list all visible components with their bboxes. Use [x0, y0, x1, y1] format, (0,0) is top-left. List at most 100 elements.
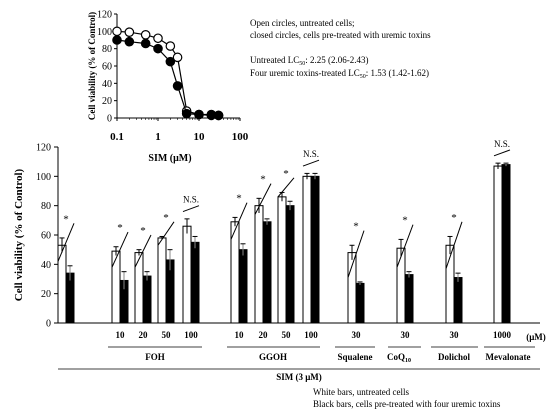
concentration-label: 10 [116, 330, 126, 340]
significance-asterisk: * [451, 212, 457, 224]
inset-point-treated [140, 38, 151, 49]
bar-black [310, 175, 320, 324]
inset-x-tick-label: 100 [232, 131, 249, 143]
concentration-label: 50 [162, 330, 172, 340]
legend-white-bars: White bars, untreated cells [313, 387, 409, 397]
inset-y-tick-label: 0 [107, 114, 112, 125]
significance-asterisk: * [260, 174, 266, 186]
legend-black-bars: Black bars, cells pre-treated with four … [313, 399, 501, 409]
inset-chart: 0 20 40 60 80 100 120 0.1 1 10 100 SIM (μM) Cell … [87, 10, 431, 165]
main-y-tick-label: 120 [36, 143, 51, 154]
bar-black [190, 241, 200, 324]
significance-line [157, 221, 175, 246]
bar-white [347, 252, 357, 324]
inset-lc50-treated: Four uremic toxins-treated LC50: 1.53 (1… [250, 68, 429, 80]
main-y-ticks: 0 20 40 60 80 100 120 [36, 143, 58, 330]
concentration-label: 20 [259, 330, 269, 340]
inset-x-tick-label: 0.1 [110, 131, 124, 143]
concentration-label: 100 [184, 330, 198, 340]
main-y-tick-label: 80 [41, 201, 51, 212]
concentration-label: 30 [401, 330, 411, 340]
inset-point-treated [153, 43, 163, 54]
significance-line [347, 230, 365, 278]
not-significant-label: N.S. [303, 149, 319, 159]
inset-point-treated [165, 56, 176, 67]
inset-x-axis-title: SIM (μM) [148, 153, 191, 164]
inset-series [112, 26, 224, 121]
bar-white [396, 247, 406, 324]
significance-line [396, 224, 414, 268]
significance-line [302, 159, 320, 167]
not-significant-label: N.S. [183, 195, 199, 205]
inset-point-untreated [124, 27, 135, 37]
inset-x-ticks: 0.1 1 10 100 [110, 118, 249, 143]
significance-asterisk: * [140, 225, 146, 237]
significance-asterisk: * [402, 215, 408, 227]
bar-white [111, 250, 121, 324]
bar-white [302, 175, 312, 324]
main-y-tick-label: 60 [41, 231, 51, 242]
significance-asterisk: * [236, 193, 242, 205]
sim-label: SIM (3 μM) [276, 372, 322, 382]
significance-line [57, 223, 75, 262]
inset-x-tick-label: 10 [194, 131, 206, 143]
concentration-label: 30 [352, 330, 362, 340]
significance-line [134, 234, 152, 268]
bar-black [65, 272, 75, 324]
coq10-label: CoQ10 [387, 352, 411, 364]
bar-white [57, 244, 67, 324]
inset-y-tick-label: 60 [102, 62, 112, 73]
significance-line [111, 231, 129, 268]
concentration-label: 10 [235, 330, 245, 340]
inset-line-treated [116, 39, 219, 117]
main-y-tick-label: 0 [46, 319, 51, 330]
bar-black [238, 249, 248, 324]
inset-y-axis-title: Cell viability (% of Control) [87, 12, 97, 120]
inset-point-untreated [172, 52, 183, 63]
significance-line [254, 183, 272, 215]
mevalonate-label: Mevalonate [486, 352, 531, 362]
inset-y-ticks: 0 20 40 60 80 100 120 [97, 10, 117, 125]
bar-black [453, 277, 463, 324]
bar-black [262, 221, 272, 324]
inset-point-treated [181, 108, 192, 119]
main-chart: 0 20 40 60 80 100 120 * * * * N.S. * * * N.S. * * * N.S. 1… [13, 139, 546, 409]
significance-asterisk: * [353, 221, 359, 233]
inset-point-treated [172, 81, 183, 91]
concentration-label: 50 [282, 330, 292, 340]
bar-black [501, 164, 511, 324]
bar-white [254, 205, 264, 324]
bar-black [285, 205, 295, 324]
inset-x-tick-label: 1 [155, 131, 161, 143]
concentration-label: 20 [139, 330, 149, 340]
foh-label: FOH [145, 352, 165, 362]
significance-asterisk: * [283, 168, 289, 180]
main-y-tick-label: 20 [41, 289, 51, 300]
main-y-tick-label: 100 [36, 172, 51, 183]
inset-lc50-untreated: Untreated LC50: 2.25 (2.06-2.43) [250, 55, 368, 67]
inset-point-treated [213, 110, 224, 121]
concentration-label: 1000 [493, 330, 512, 340]
concentration-label: 100 [304, 330, 318, 340]
bar-white [277, 196, 287, 324]
main-y-tick-label: 40 [41, 260, 51, 271]
bar-black [404, 274, 414, 324]
inset-y-tick-label: 40 [102, 79, 112, 90]
inset-point-treated [112, 35, 122, 45]
bar-white [182, 225, 192, 324]
inset-y-tick-label: 120 [97, 10, 112, 21]
significance-line [277, 177, 295, 198]
inset-note-line-1: Open circles, untreated cells; [250, 18, 354, 28]
inset-point-treated [194, 109, 204, 120]
significance-asterisk: * [163, 212, 169, 224]
inset-point-untreated [112, 26, 122, 37]
ggoh-label: GGOH [259, 352, 287, 362]
significance-asterisk: * [63, 213, 69, 225]
significance-line [493, 149, 511, 157]
bar-white [493, 165, 503, 324]
significance-line [182, 205, 200, 213]
inset-note-line-2: closed circles, cells pre-treated with u… [250, 30, 431, 40]
main-x-labels: 10 20 50 100 10 20 50 100 30 30 30 1000 [116, 330, 512, 340]
main-unit-label: (μM) [526, 332, 546, 342]
